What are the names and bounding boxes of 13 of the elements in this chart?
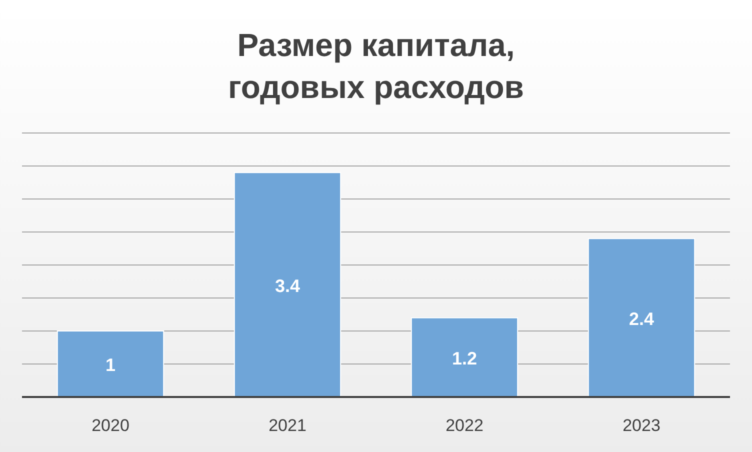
x-tick-label: 2021 [268, 416, 306, 435]
bar [588, 238, 696, 398]
x-tick-label: 2022 [446, 416, 484, 435]
bar [410, 317, 518, 398]
bar [234, 172, 342, 398]
bar [56, 330, 164, 398]
chart-title: Размер капитала, годовых расходов [228, 27, 524, 105]
x-tick-label: 2023 [622, 416, 660, 435]
data-label: 3.4 [274, 276, 300, 296]
data-label: 1 [105, 355, 116, 375]
data-label: 1.2 [452, 348, 478, 368]
data-label: 2.4 [628, 308, 654, 329]
x-tick-label: 2020 [92, 416, 130, 435]
